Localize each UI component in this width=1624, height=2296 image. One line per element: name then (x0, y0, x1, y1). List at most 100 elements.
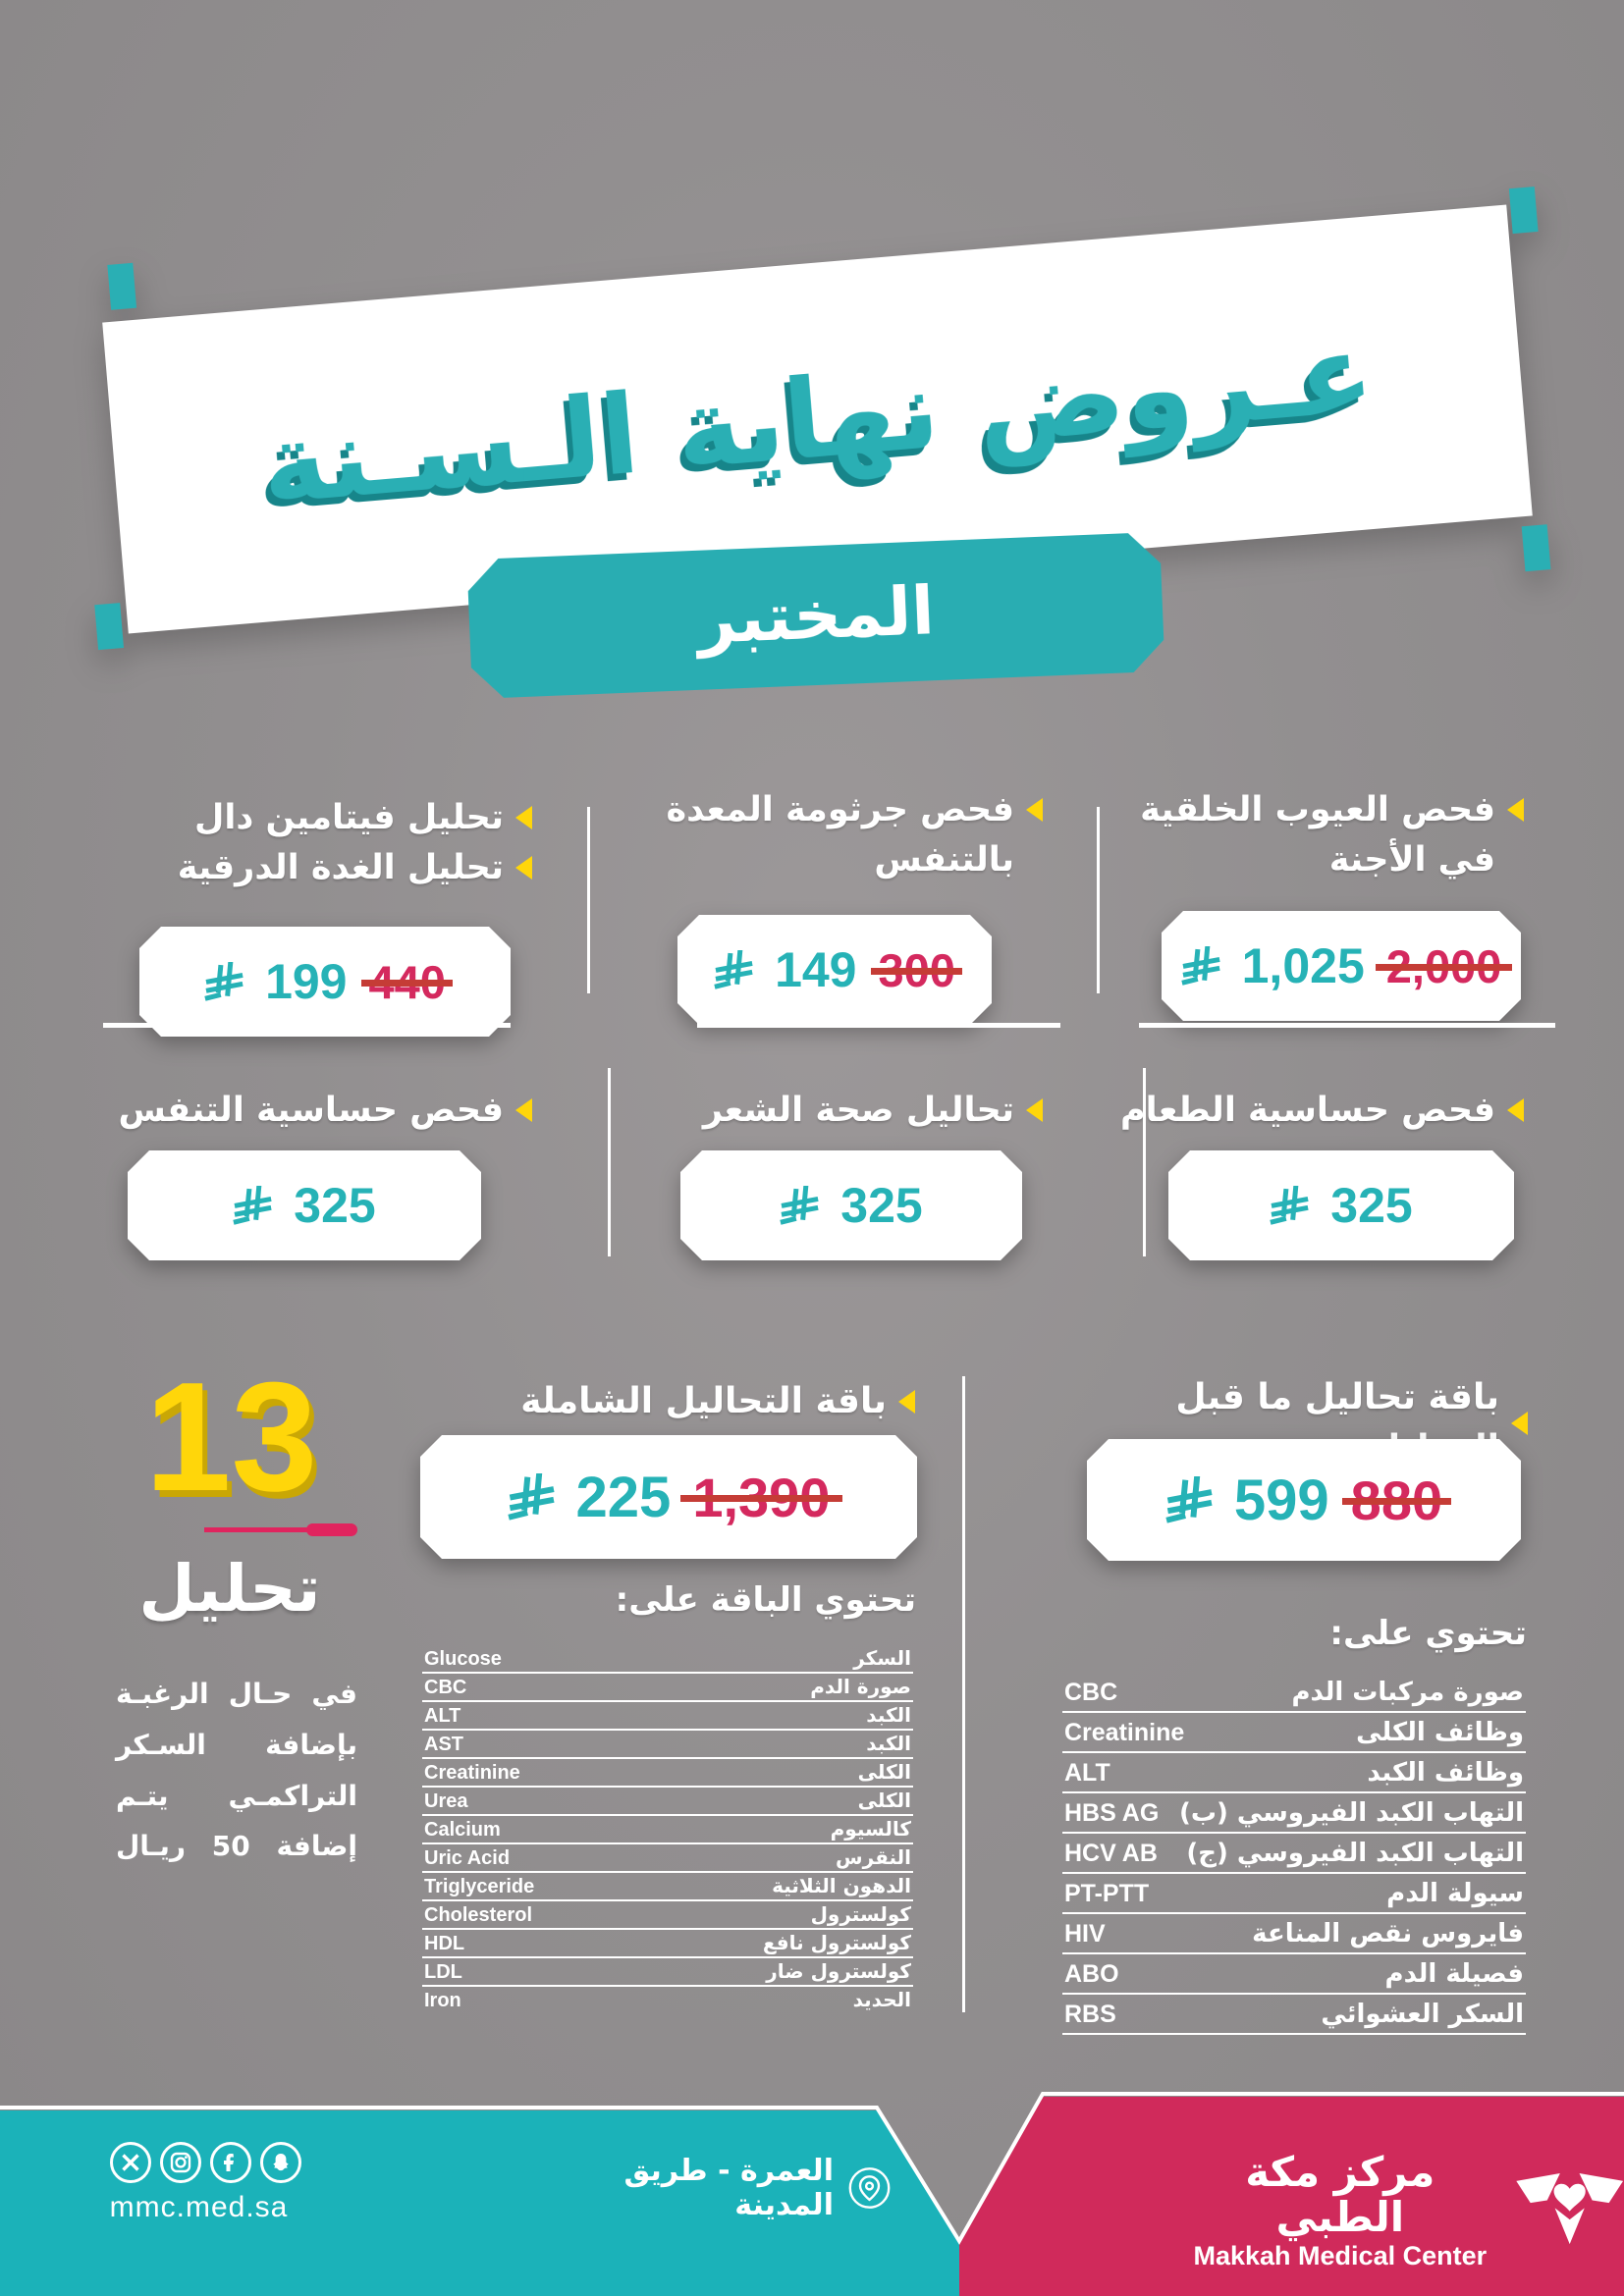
test-en: HCV AB (1064, 1840, 1158, 1867)
test-row: HDL كولسترول نافع (422, 1930, 913, 1958)
bullet-arrow-icon (515, 1098, 532, 1123)
saudi-riyal-icon (1165, 1476, 1213, 1523)
price-box-fetal-defects: 1,025 2,000 (1162, 911, 1521, 1021)
tests-word: تحليل (138, 1551, 321, 1627)
corner-accent-icon (1508, 187, 1539, 235)
test-ar: فصيلة الدم (1384, 1959, 1524, 1989)
test-en: HBS AG (1064, 1799, 1160, 1827)
x-twitter-icon (110, 2142, 151, 2183)
test-en: Glucose (424, 1648, 502, 1670)
test-row: LDL كولسترول ضار (422, 1958, 913, 1987)
note-line: التراكمـي يتـم (116, 1779, 357, 1812)
comprehensive-test-list: Glucose السكر CBC صورة الدم ALT الكبد AST ال… (422, 1645, 913, 2013)
test-en: Creatinine (424, 1762, 520, 1784)
footer-background (0, 2092, 1624, 2296)
bullet-arrow-icon (1507, 798, 1524, 823)
section-badge-label: المختبر (695, 571, 937, 660)
test-row: Creatinine الكلى (422, 1759, 913, 1788)
price: 325 (294, 1178, 376, 1233)
test-ar: وظائف الكبد (1367, 1758, 1524, 1788)
offer-title: تحليل فيتامين دال (194, 798, 504, 837)
new-price: 149 (775, 942, 857, 997)
price-box-food-allergy: 325 (1168, 1150, 1514, 1260)
offer-food-allergy: فحص حساسية الطعام (1100, 1086, 1524, 1136)
test-en: AST (424, 1734, 463, 1755)
offer-title: في الأجنة (1328, 839, 1495, 880)
old-price: 440 (368, 955, 446, 1008)
test-en: CBC (424, 1677, 467, 1698)
test-en: Uric Acid (424, 1847, 511, 1869)
saudi-riyal-icon (714, 950, 753, 989)
bullet-arrow-icon (1026, 1098, 1043, 1123)
location-text: العمرة - طريق المدينة (623, 2154, 834, 2222)
saudi-riyal-icon (204, 962, 244, 1001)
tests-count: 13 (144, 1351, 318, 1523)
test-row: PT-PTT سيولة الدم (1062, 1874, 1526, 1914)
test-ar: وظائف الكلى (1356, 1718, 1524, 1747)
test-row: Uric Acid النقرس (422, 1844, 913, 1873)
old-price: 300 (878, 943, 955, 996)
test-en: HDL (424, 1933, 465, 1954)
test-ar: الحديد (852, 1988, 911, 2011)
test-ar: فايروس نقص المناعة (1252, 1919, 1524, 1949)
new-price: 225 (575, 1465, 672, 1529)
saudi-riyal-icon (780, 1186, 819, 1225)
test-ar: كولسترول نافع (762, 1931, 911, 1954)
test-en: RBS (1064, 2001, 1116, 2028)
test-row: AST الكبد (422, 1731, 913, 1759)
package-divider (962, 1376, 965, 2012)
bullet-arrow-icon (1026, 798, 1043, 823)
comprehensive-package: باقة التحاليل الشاملة (412, 1376, 915, 1427)
test-en: ALT (1064, 1759, 1110, 1787)
old-price: 2,000 (1385, 939, 1502, 992)
test-en: CBC (1064, 1679, 1118, 1706)
snapchat-icon (260, 2142, 301, 2183)
brand-logo-icon (1515, 2173, 1623, 2245)
row-divider (1139, 1023, 1555, 1028)
corner-accent-icon (107, 262, 137, 310)
offer-hpylori: فحص جرثومة المعدة بالتنفس (619, 785, 1043, 885)
saudi-riyal-icon (508, 1473, 555, 1521)
test-row: Urea الكلى (422, 1788, 913, 1816)
test-ar: صورة الدم (810, 1675, 911, 1698)
test-en: ABO (1064, 1960, 1119, 1988)
saudi-riyal-icon (1181, 946, 1220, 986)
offer-title: فحص حساسية التنفس (118, 1091, 504, 1130)
test-row: Triglyceride الدهون الثلاثية (422, 1873, 913, 1901)
bullet-arrow-icon (1507, 1098, 1524, 1123)
hba1c-note: في حـال الرغبـة بإضافة السـكر التراكمـي … (116, 1669, 357, 1872)
test-ar: الكبد (866, 1703, 911, 1727)
package-title: باقة التحاليل الشاملة (520, 1381, 887, 1421)
new-price: 599 (1233, 1468, 1329, 1532)
test-ar: سيولة الدم (1386, 1879, 1524, 1908)
test-en: HIV (1064, 1920, 1106, 1948)
saudi-riyal-icon (233, 1186, 272, 1225)
test-en: ALT (424, 1705, 461, 1727)
test-row: Creatinine وظائف الكلى (1062, 1713, 1526, 1753)
test-row: HBS AG التهاب الكبد الفيروسي (ب) (1062, 1793, 1526, 1834)
instagram-icon (160, 2142, 201, 2183)
test-en: Cholesterol (424, 1904, 533, 1926)
test-en: Urea (424, 1790, 468, 1812)
test-row: CBC صورة الدم (422, 1674, 913, 1702)
offer-respiratory-allergy: فحص حساسية التنفس (88, 1086, 532, 1136)
bullet-arrow-icon (515, 856, 532, 881)
test-row: CBC صورة مركبات الدم (1062, 1673, 1526, 1713)
contains-label: تحتوي الباقة على: (615, 1580, 916, 1620)
row-divider (103, 1023, 511, 1028)
social-icons (110, 2142, 301, 2183)
test-ar: الكلى (857, 1760, 911, 1784)
offer-title: فحص جرثومة المعدة (666, 790, 1014, 829)
test-row: Calcium كالسيوم (422, 1816, 913, 1844)
offer-title: بالتنفس (874, 839, 1014, 880)
price: 325 (840, 1178, 923, 1233)
test-ar: صورة مركبات الدم (1291, 1678, 1525, 1707)
price-box-hpylori: 149 300 (677, 915, 992, 1025)
row-divider (697, 1023, 1060, 1028)
offer-title: تحاليل صحة الشعر (702, 1091, 1014, 1130)
saudi-riyal-icon (1270, 1186, 1309, 1225)
offer-fetal-defects: فحص العيوب الخلقية في الأجنة (1100, 785, 1524, 885)
test-en: LDL (424, 1961, 462, 1983)
brand-name-ar: مركز مكة الطبي (1245, 2148, 1435, 2242)
